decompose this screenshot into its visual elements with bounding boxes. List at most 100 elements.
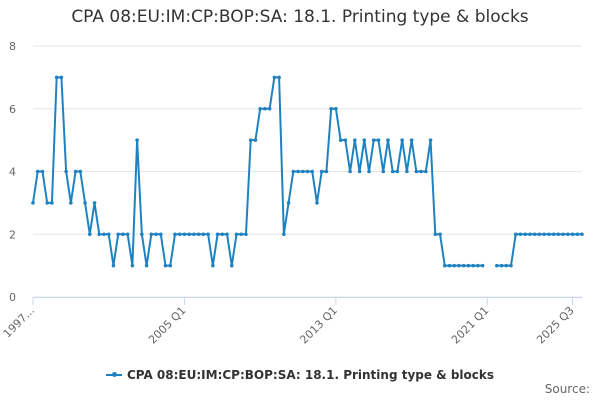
data-point	[523, 232, 528, 237]
legend-label[interactable]: CPA 08:EU:IM:CP:BOP:SA: 18.1. Printing t…	[126, 368, 495, 382]
data-point	[182, 232, 187, 237]
data-point	[267, 106, 272, 111]
data-point	[324, 169, 329, 174]
data-point	[234, 232, 239, 237]
data-point	[532, 232, 537, 237]
data-point	[551, 232, 556, 237]
data-point	[40, 169, 45, 174]
data-point	[466, 263, 471, 268]
data-point	[476, 263, 480, 268]
data-point	[140, 232, 144, 237]
data-point	[566, 232, 570, 237]
x-tick-label: 2005 Q1	[146, 304, 189, 347]
data-point	[414, 169, 419, 174]
data-point	[87, 232, 92, 237]
data-point	[149, 232, 154, 237]
chart-title: CPA 08:EU:IM:CP:BOP:SA: 18.1. Printing t…	[71, 7, 529, 27]
data-point	[239, 232, 244, 237]
data-point	[357, 169, 362, 174]
data-point	[452, 263, 457, 268]
data-point	[263, 106, 267, 111]
data-point	[518, 232, 523, 237]
data-point	[116, 232, 120, 237]
data-point	[395, 169, 400, 174]
data-point	[31, 201, 35, 205]
data-point	[291, 169, 296, 174]
data-point	[258, 106, 262, 111]
data-point	[319, 169, 324, 174]
data-point	[163, 263, 168, 268]
data-point	[329, 106, 333, 111]
data-point	[537, 232, 542, 237]
data-point	[305, 169, 310, 174]
series-line	[495, 233, 583, 267]
data-point	[547, 232, 551, 237]
data-point	[348, 169, 352, 174]
data-point	[135, 138, 139, 142]
y-tick-label: 0	[9, 291, 16, 304]
data-point	[192, 232, 196, 237]
data-point	[480, 263, 485, 268]
data-point	[570, 232, 575, 237]
data-point	[300, 169, 305, 174]
y-tick-label: 6	[9, 103, 16, 116]
x-tick-label: 1997...	[1, 304, 37, 340]
data-point	[296, 169, 300, 174]
data-point	[187, 232, 191, 237]
data-point	[54, 75, 59, 80]
data-point	[211, 263, 215, 268]
data-point	[381, 169, 386, 174]
x-tick-label: 2013 Q1	[297, 304, 340, 347]
data-point	[78, 169, 83, 174]
data-point	[471, 263, 475, 268]
data-point	[206, 232, 210, 237]
data-point	[334, 106, 338, 111]
data-point	[461, 263, 466, 268]
data-point	[64, 169, 68, 174]
data-point	[272, 75, 277, 80]
data-point	[428, 138, 433, 142]
data-point	[144, 263, 149, 268]
data-point	[433, 232, 438, 237]
data-point	[513, 232, 518, 237]
source-label: Source:	[544, 382, 590, 396]
data-point	[45, 201, 49, 205]
data-point	[244, 232, 248, 237]
data-point	[225, 232, 229, 237]
legend[interactable]: CPA 08:EU:IM:CP:BOP:SA: 18.1. Printing t…	[0, 365, 600, 382]
data-point	[173, 232, 177, 237]
data-point	[201, 232, 206, 237]
data-point	[310, 169, 315, 174]
data-point	[542, 232, 546, 237]
data-point	[353, 138, 357, 142]
data-point	[424, 169, 428, 174]
x-tick-label: 2025 Q3	[534, 304, 577, 347]
data-point	[315, 201, 319, 205]
legend-marker-icon	[111, 372, 117, 377]
data-point	[575, 232, 580, 237]
data-point	[111, 263, 116, 268]
data-point	[106, 232, 111, 237]
data-point	[158, 232, 163, 237]
data-point	[338, 138, 343, 142]
data-point	[495, 263, 499, 268]
data-point	[499, 263, 504, 268]
data-point	[102, 232, 106, 237]
data-point	[386, 138, 390, 142]
data-point	[69, 201, 73, 205]
data-point	[253, 138, 258, 142]
data-point	[154, 232, 158, 237]
data-point	[286, 201, 291, 205]
data-point	[509, 263, 513, 268]
data-point	[35, 169, 40, 174]
data-point	[248, 138, 253, 142]
data-point	[362, 138, 367, 142]
data-point	[121, 232, 125, 237]
y-tick-label: 2	[9, 228, 16, 241]
x-tick-label: 2021 Q1	[449, 304, 492, 347]
data-point	[277, 75, 281, 80]
data-point	[196, 232, 201, 237]
data-point	[59, 75, 64, 80]
data-point	[343, 138, 348, 142]
data-point	[215, 232, 220, 237]
